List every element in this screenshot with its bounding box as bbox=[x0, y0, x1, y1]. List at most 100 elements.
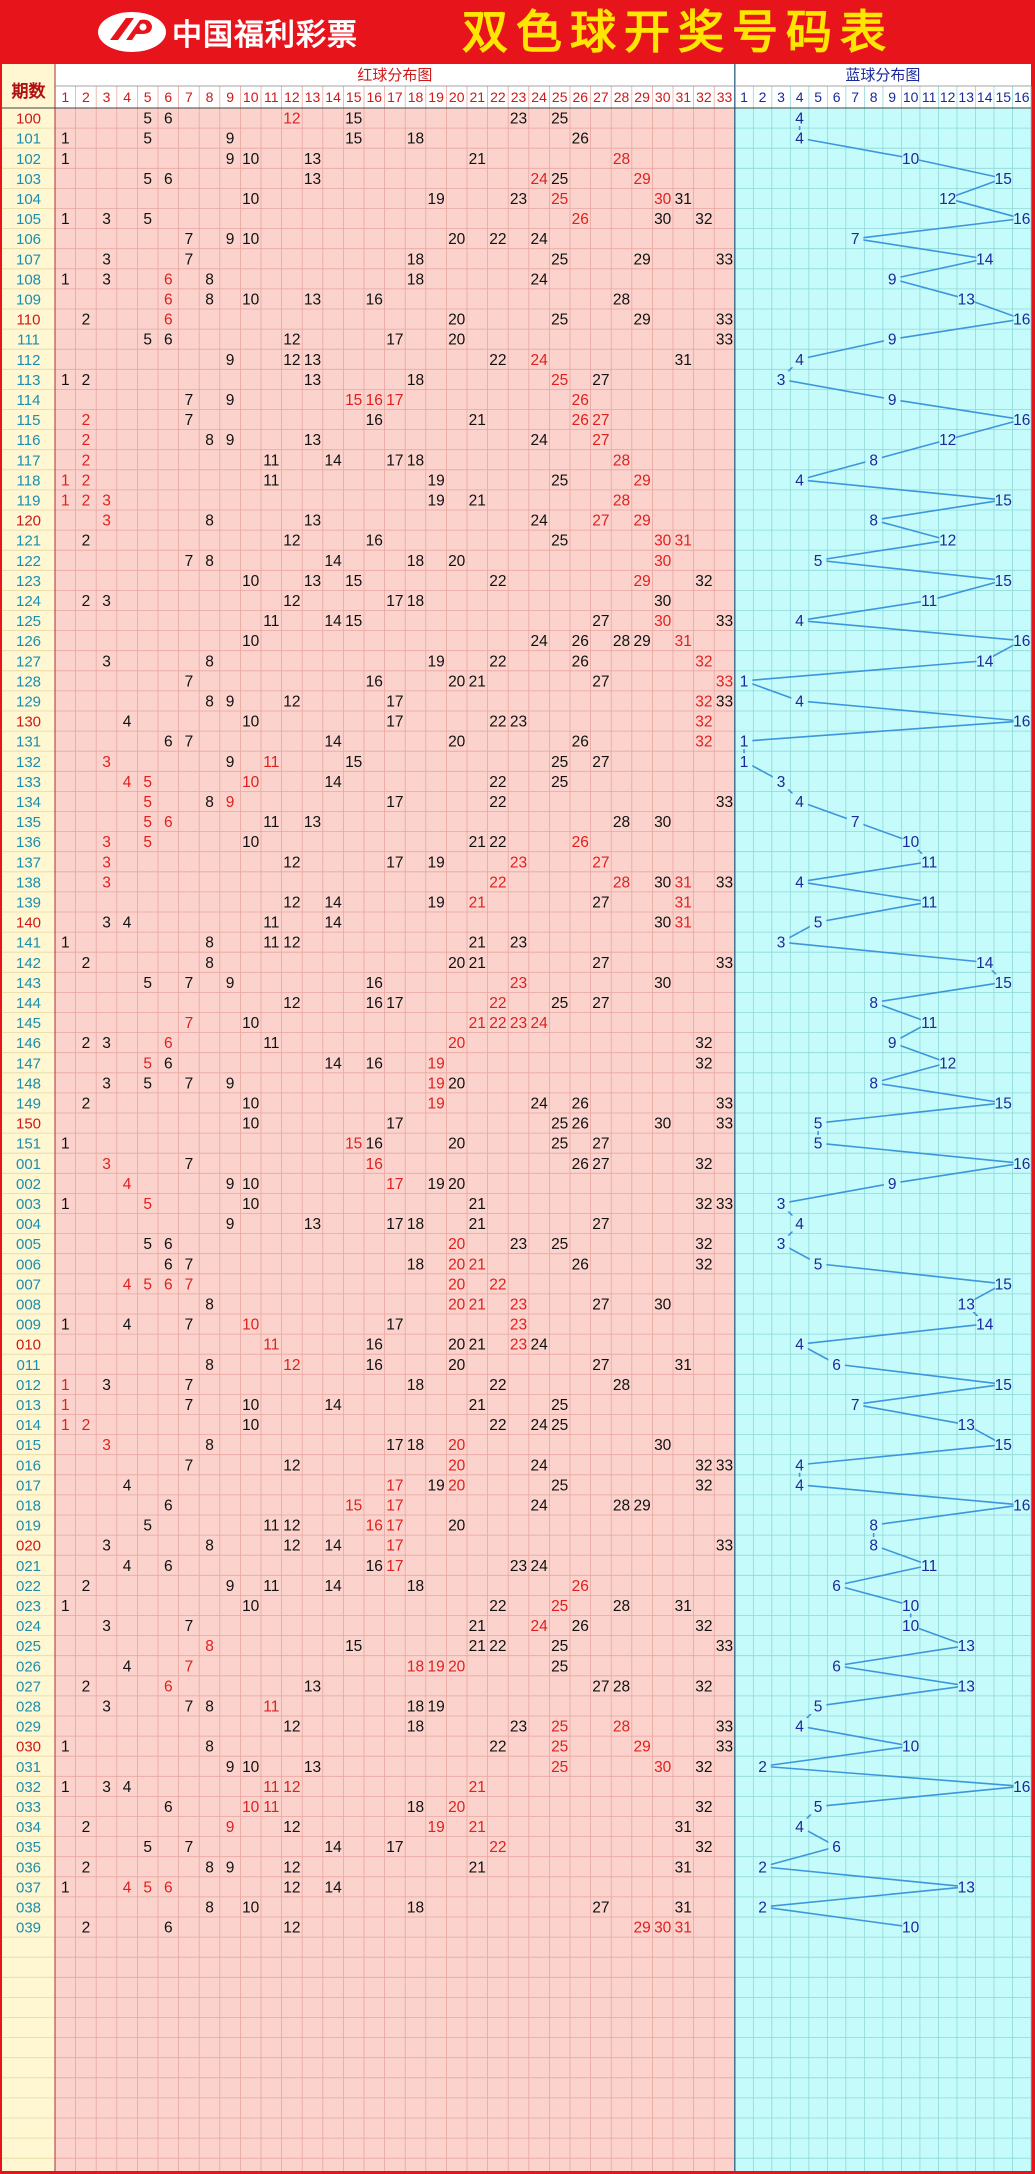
red-ball-number: 29 bbox=[633, 251, 650, 268]
blue-ball-number: 15 bbox=[995, 171, 1012, 188]
red-ball-number: 9 bbox=[226, 693, 235, 710]
red-ball-number: 21 bbox=[469, 1859, 486, 1876]
red-ball-number: 6 bbox=[164, 312, 173, 329]
red-ball-number: 2 bbox=[82, 1578, 91, 1595]
red-ball-number: 8 bbox=[205, 1739, 214, 1756]
blue-section-label: 蓝球分布图 bbox=[845, 67, 920, 84]
red-ball-number: 32 bbox=[695, 573, 712, 590]
blue-ball-number: 16 bbox=[1013, 1497, 1030, 1514]
red-ball-number: 22 bbox=[489, 834, 506, 851]
red-ball-number: 12 bbox=[283, 1779, 300, 1796]
blue-trend-segment bbox=[799, 619, 1022, 642]
period-number: 025 bbox=[16, 1638, 41, 1655]
red-ball-number: 8 bbox=[205, 513, 214, 530]
red-ball-number: 22 bbox=[489, 653, 506, 670]
red-column-header: 10 bbox=[243, 89, 259, 105]
red-ball-number: 31 bbox=[675, 1598, 692, 1615]
red-ball-number: 4 bbox=[123, 915, 132, 932]
blue-ball-number: 8 bbox=[869, 513, 878, 530]
blue-trend-segment bbox=[817, 539, 948, 562]
red-ball-number: 1 bbox=[61, 1779, 70, 1796]
red-ball-number: 4 bbox=[123, 1879, 132, 1896]
red-ball-number: 19 bbox=[427, 191, 444, 208]
red-ball-number: 21 bbox=[469, 151, 486, 168]
red-ball-number: 29 bbox=[633, 1497, 650, 1514]
red-ball-number: 2 bbox=[82, 472, 91, 489]
red-ball-number: 18 bbox=[407, 131, 424, 148]
period-number: 008 bbox=[16, 1296, 41, 1313]
red-ball-number: 21 bbox=[469, 894, 486, 911]
red-ball-number: 25 bbox=[551, 1136, 568, 1153]
red-ball-number: 31 bbox=[675, 352, 692, 369]
red-ball-number: 14 bbox=[324, 452, 342, 469]
red-column-header: 5 bbox=[144, 89, 152, 105]
red-ball-number: 19 bbox=[427, 1095, 444, 1112]
red-ball-number: 18 bbox=[407, 1698, 424, 1715]
red-ball-number: 33 bbox=[716, 1116, 733, 1133]
red-column-header: 31 bbox=[676, 89, 692, 105]
red-ball-number: 14 bbox=[324, 915, 342, 932]
red-ball-number: 22 bbox=[489, 1598, 506, 1615]
blue-ball-backing bbox=[957, 1878, 975, 1895]
red-ball-number: 23 bbox=[510, 1337, 527, 1354]
red-ball-number: 27 bbox=[592, 1296, 609, 1313]
red-ball-number: 5 bbox=[143, 1839, 152, 1856]
red-ball-number: 8 bbox=[205, 1899, 214, 1916]
red-ball-number: 3 bbox=[102, 1698, 111, 1715]
red-ball-number: 22 bbox=[489, 1276, 506, 1293]
red-ball-number: 14 bbox=[324, 1538, 342, 1555]
blue-ball-number: 10 bbox=[902, 1739, 920, 1756]
red-ball-number: 32 bbox=[695, 1457, 712, 1474]
blue-ball-number: 4 bbox=[795, 1216, 804, 1233]
red-ball-number: 13 bbox=[304, 1216, 321, 1233]
blue-column-header: 7 bbox=[851, 89, 859, 105]
red-ball-number: 5 bbox=[143, 211, 152, 228]
blue-trend-segment bbox=[817, 1685, 967, 1707]
period-number: 034 bbox=[16, 1819, 41, 1836]
red-ball-number: 14 bbox=[324, 613, 342, 630]
red-ball-number: 27 bbox=[592, 754, 609, 771]
red-ball-number: 15 bbox=[345, 754, 362, 771]
red-ball-number: 2 bbox=[82, 312, 91, 329]
red-ball-number: 27 bbox=[592, 1678, 609, 1695]
red-ball-number: 27 bbox=[592, 1899, 609, 1916]
blue-ball-number: 4 bbox=[795, 693, 804, 710]
blue-trend-segment bbox=[799, 338, 893, 361]
blue-ball-number: 3 bbox=[777, 1196, 786, 1213]
red-ball-number: 24 bbox=[530, 231, 548, 248]
blue-ball-number: 9 bbox=[888, 1176, 897, 1193]
period-number: 136 bbox=[16, 834, 41, 851]
red-ball-number: 19 bbox=[427, 492, 444, 509]
red-ball-number: 32 bbox=[695, 734, 712, 751]
period-number: 001 bbox=[16, 1156, 41, 1173]
red-ball-number: 22 bbox=[489, 1417, 506, 1434]
blue-trend-segment bbox=[891, 1041, 948, 1064]
red-ball-number: 26 bbox=[572, 633, 589, 650]
red-ball-number: 25 bbox=[551, 754, 568, 771]
period-number: 104 bbox=[16, 191, 41, 208]
blue-ball-number: 5 bbox=[814, 1116, 823, 1133]
red-ball-number: 6 bbox=[164, 1236, 173, 1253]
red-ball-number: 27 bbox=[592, 412, 609, 429]
period-number: 105 bbox=[16, 211, 41, 228]
red-ball-number: 22 bbox=[489, 1638, 506, 1655]
blue-ball-number: 8 bbox=[869, 452, 878, 469]
red-ball-number: 19 bbox=[427, 1698, 444, 1715]
period-number: 006 bbox=[16, 1256, 41, 1273]
red-ball-number: 11 bbox=[263, 814, 279, 831]
red-ball-number: 21 bbox=[469, 1196, 486, 1213]
red-ball-number: 7 bbox=[185, 1276, 194, 1293]
red-ball-number: 6 bbox=[164, 1799, 173, 1816]
red-ball-number: 6 bbox=[164, 271, 173, 288]
blue-ball-backing bbox=[846, 813, 864, 830]
red-ball-number: 33 bbox=[716, 955, 733, 972]
red-ball-number: 12 bbox=[283, 693, 300, 710]
red-ball-number: 3 bbox=[102, 211, 111, 228]
red-ball-number: 22 bbox=[489, 1839, 506, 1856]
red-ball-number: 15 bbox=[345, 613, 362, 630]
red-ball-number: 32 bbox=[695, 1759, 712, 1776]
red-ball-number: 11 bbox=[263, 1518, 279, 1535]
red-ball-number: 10 bbox=[242, 1317, 260, 1334]
red-ball-number: 22 bbox=[489, 573, 506, 590]
red-ball-number: 27 bbox=[592, 1357, 609, 1374]
